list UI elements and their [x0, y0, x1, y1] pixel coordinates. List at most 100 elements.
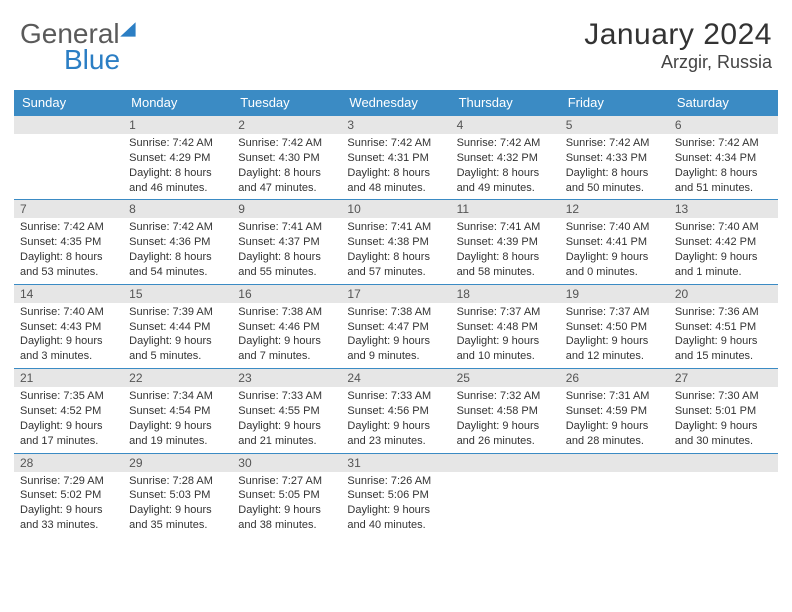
daylight-line-1: Daylight: 8 hours: [20, 250, 117, 265]
day-number: 13: [669, 200, 778, 218]
day-number: 30: [232, 454, 341, 472]
day-number: 20: [669, 285, 778, 303]
calendar-cell: 29Sunrise: 7:28 AMSunset: 5:03 PMDayligh…: [123, 453, 232, 537]
calendar-cell: 18Sunrise: 7:37 AMSunset: 4:48 PMDayligh…: [451, 284, 560, 368]
sunset-line: Sunset: 4:32 PM: [457, 151, 554, 166]
month-title: January 2024: [584, 18, 772, 52]
sunrise-line: Sunrise: 7:37 AM: [457, 305, 554, 320]
daylight-line-2: and 48 minutes.: [347, 181, 444, 196]
daylight-line-2: and 53 minutes.: [20, 265, 117, 280]
sunset-line: Sunset: 4:42 PM: [675, 235, 772, 250]
day-number: 31: [341, 454, 450, 472]
calendar-cell: 30Sunrise: 7:27 AMSunset: 5:05 PMDayligh…: [232, 453, 341, 537]
daylight-line-1: Daylight: 8 hours: [347, 166, 444, 181]
calendar-cell: 4Sunrise: 7:42 AMSunset: 4:32 PMDaylight…: [451, 116, 560, 200]
day-content: Sunrise: 7:41 AMSunset: 4:37 PMDaylight:…: [232, 218, 341, 283]
weekday-header: Tuesday: [232, 90, 341, 116]
title-block: January 2024 Arzgir, Russia: [584, 18, 778, 73]
brand-name-2: Blue: [64, 44, 120, 76]
daylight-line-1: Daylight: 9 hours: [238, 503, 335, 518]
daylight-line-2: and 19 minutes.: [129, 434, 226, 449]
day-number: 6: [669, 116, 778, 134]
day-content: [560, 472, 669, 538]
daylight-line-2: and 46 minutes.: [129, 181, 226, 196]
calendar-cell: 6Sunrise: 7:42 AMSunset: 4:34 PMDaylight…: [669, 116, 778, 200]
day-number: 9: [232, 200, 341, 218]
daylight-line-1: Daylight: 9 hours: [347, 419, 444, 434]
calendar-cell: 1Sunrise: 7:42 AMSunset: 4:29 PMDaylight…: [123, 116, 232, 200]
daylight-line-1: Daylight: 9 hours: [238, 334, 335, 349]
day-content: Sunrise: 7:38 AMSunset: 4:46 PMDaylight:…: [232, 303, 341, 368]
sunrise-line: Sunrise: 7:42 AM: [129, 220, 226, 235]
day-content: [451, 472, 560, 538]
day-content: Sunrise: 7:40 AMSunset: 4:42 PMDaylight:…: [669, 218, 778, 283]
daylight-line-1: Daylight: 9 hours: [20, 419, 117, 434]
sunset-line: Sunset: 4:47 PM: [347, 320, 444, 335]
calendar-week-row: 1Sunrise: 7:42 AMSunset: 4:29 PMDaylight…: [14, 116, 778, 200]
sunrise-line: Sunrise: 7:42 AM: [129, 136, 226, 151]
day-content: Sunrise: 7:41 AMSunset: 4:39 PMDaylight:…: [451, 218, 560, 283]
sunrise-line: Sunrise: 7:42 AM: [347, 136, 444, 151]
weekday-header: Sunday: [14, 90, 123, 116]
calendar-cell: 3Sunrise: 7:42 AMSunset: 4:31 PMDaylight…: [341, 116, 450, 200]
sunset-line: Sunset: 4:55 PM: [238, 404, 335, 419]
day-number: [560, 454, 669, 472]
day-number: 1: [123, 116, 232, 134]
sunset-line: Sunset: 4:51 PM: [675, 320, 772, 335]
sunrise-line: Sunrise: 7:38 AM: [347, 305, 444, 320]
day-number: 24: [341, 369, 450, 387]
day-content: Sunrise: 7:33 AMSunset: 4:55 PMDaylight:…: [232, 387, 341, 452]
day-content: Sunrise: 7:32 AMSunset: 4:58 PMDaylight:…: [451, 387, 560, 452]
daylight-line-2: and 47 minutes.: [238, 181, 335, 196]
day-content: Sunrise: 7:27 AMSunset: 5:05 PMDaylight:…: [232, 472, 341, 537]
day-number: 17: [341, 285, 450, 303]
calendar-cell: 2Sunrise: 7:42 AMSunset: 4:30 PMDaylight…: [232, 116, 341, 200]
day-number: 23: [232, 369, 341, 387]
daylight-line-1: Daylight: 9 hours: [347, 334, 444, 349]
day-number: 11: [451, 200, 560, 218]
daylight-line-1: Daylight: 9 hours: [566, 250, 663, 265]
calendar-cell-empty: [14, 116, 123, 200]
sunset-line: Sunset: 4:44 PM: [129, 320, 226, 335]
sunrise-line: Sunrise: 7:26 AM: [347, 474, 444, 489]
daylight-line-1: Daylight: 8 hours: [675, 166, 772, 181]
day-content: Sunrise: 7:31 AMSunset: 4:59 PMDaylight:…: [560, 387, 669, 452]
sunrise-line: Sunrise: 7:42 AM: [566, 136, 663, 151]
weekday-header: Saturday: [669, 90, 778, 116]
weekday-header: Monday: [123, 90, 232, 116]
daylight-line-2: and 26 minutes.: [457, 434, 554, 449]
day-number: 4: [451, 116, 560, 134]
day-content: Sunrise: 7:42 AMSunset: 4:29 PMDaylight:…: [123, 134, 232, 199]
calendar-table: SundayMondayTuesdayWednesdayThursdayFrid…: [14, 90, 778, 537]
sunset-line: Sunset: 4:39 PM: [457, 235, 554, 250]
day-number: [14, 116, 123, 134]
day-content: Sunrise: 7:38 AMSunset: 4:47 PMDaylight:…: [341, 303, 450, 368]
daylight-line-1: Daylight: 8 hours: [238, 166, 335, 181]
calendar-week-row: 28Sunrise: 7:29 AMSunset: 5:02 PMDayligh…: [14, 453, 778, 537]
sunrise-line: Sunrise: 7:29 AM: [20, 474, 117, 489]
weekday-header: Friday: [560, 90, 669, 116]
calendar-cell: 23Sunrise: 7:33 AMSunset: 4:55 PMDayligh…: [232, 369, 341, 453]
sunset-line: Sunset: 4:46 PM: [238, 320, 335, 335]
day-content: Sunrise: 7:28 AMSunset: 5:03 PMDaylight:…: [123, 472, 232, 537]
daylight-line-1: Daylight: 9 hours: [675, 250, 772, 265]
sunset-line: Sunset: 4:37 PM: [238, 235, 335, 250]
daylight-line-2: and 58 minutes.: [457, 265, 554, 280]
day-number: 29: [123, 454, 232, 472]
sunset-line: Sunset: 4:43 PM: [20, 320, 117, 335]
day-content: Sunrise: 7:30 AMSunset: 5:01 PMDaylight:…: [669, 387, 778, 452]
sunset-line: Sunset: 4:56 PM: [347, 404, 444, 419]
daylight-line-2: and 17 minutes.: [20, 434, 117, 449]
daylight-line-1: Daylight: 9 hours: [129, 419, 226, 434]
day-number: 27: [669, 369, 778, 387]
day-number: 5: [560, 116, 669, 134]
sunset-line: Sunset: 5:03 PM: [129, 488, 226, 503]
day-content: Sunrise: 7:42 AMSunset: 4:30 PMDaylight:…: [232, 134, 341, 199]
sunrise-line: Sunrise: 7:28 AM: [129, 474, 226, 489]
day-content: Sunrise: 7:42 AMSunset: 4:34 PMDaylight:…: [669, 134, 778, 199]
calendar-cell: 19Sunrise: 7:37 AMSunset: 4:50 PMDayligh…: [560, 284, 669, 368]
sunset-line: Sunset: 4:50 PM: [566, 320, 663, 335]
daylight-line-1: Daylight: 9 hours: [347, 503, 444, 518]
calendar-cell: 13Sunrise: 7:40 AMSunset: 4:42 PMDayligh…: [669, 200, 778, 284]
daylight-line-2: and 23 minutes.: [347, 434, 444, 449]
